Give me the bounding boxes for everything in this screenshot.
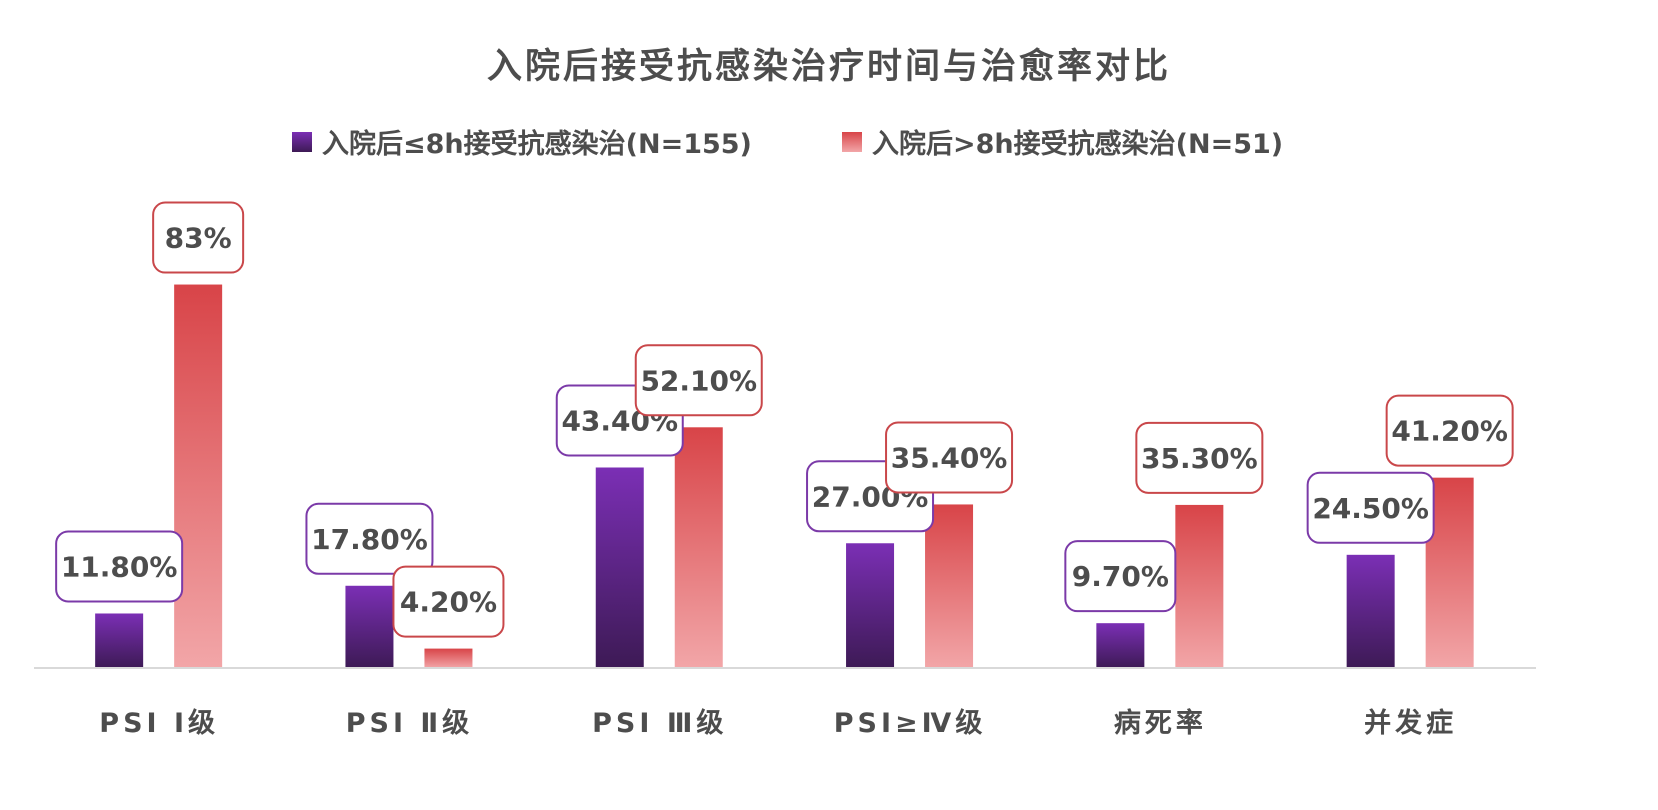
- category-label: 病死率: [1114, 707, 1207, 739]
- data-label-text: 4.20%: [400, 586, 497, 619]
- data-label-series-2: 52.10%: [634, 344, 763, 417]
- data-label-text: 35.40%: [891, 441, 1008, 474]
- data-label-series-1: 24.50%: [1306, 471, 1435, 544]
- data-label-series-1: 17.80%: [305, 502, 434, 575]
- legend-label-series-2: 入院后>8h接受抗感染治(N=51): [872, 129, 1284, 160]
- category-label: PSI Ⅱ级: [346, 707, 473, 739]
- data-label-text: 35.30%: [1141, 442, 1258, 475]
- data-label-box: [1135, 421, 1264, 494]
- data-label-text: 52.10%: [640, 364, 757, 397]
- data-label-text: 17.80%: [311, 523, 428, 556]
- bar-series-1: [95, 613, 144, 668]
- data-label-series-2: 41.20%: [1385, 394, 1514, 467]
- bar-series-1: [846, 543, 895, 668]
- data-label-text: 9.70%: [1072, 560, 1169, 593]
- data-label-box: [55, 530, 184, 603]
- data-label-text: 41.20%: [1391, 415, 1508, 448]
- category-label: PSI Ⅲ级: [592, 707, 727, 739]
- bar-series-1: [345, 585, 394, 668]
- data-label-box: [1385, 394, 1514, 467]
- bar-series-2: [424, 648, 473, 668]
- data-label-box: [1064, 540, 1177, 613]
- data-label-box: [885, 421, 1014, 494]
- category-label: 并发症: [1364, 707, 1457, 739]
- data-label-box: [634, 344, 763, 417]
- bar-series-2: [674, 427, 723, 668]
- data-label-series-2: 83%: [152, 201, 245, 274]
- data-label-series-2: 35.30%: [1135, 421, 1264, 494]
- bar-series-1: [1346, 554, 1395, 668]
- bar-series-2: [925, 504, 974, 668]
- legend-label-series-1: 入院后≤8h接受抗感染治(N=155): [322, 129, 752, 160]
- legend-swatch-series-2: [842, 131, 862, 152]
- bar-series-2: [174, 284, 223, 668]
- data-label-text: 83%: [165, 222, 232, 255]
- legend-item-series-2: 入院后>8h接受抗感染治(N=51): [842, 122, 1283, 161]
- data-label-box: [305, 502, 434, 575]
- data-label-text: 11.80%: [61, 550, 178, 583]
- bar-series-1: [1096, 623, 1145, 668]
- data-label-series-2: 35.40%: [885, 421, 1014, 494]
- data-label-text: 24.50%: [1312, 492, 1429, 525]
- data-label-box: [1306, 471, 1435, 544]
- data-label-series-2: 4.20%: [392, 565, 505, 638]
- legend-swatch-series-1: [292, 131, 312, 152]
- bar-series-2: [1175, 504, 1224, 668]
- category-label: PSI≥Ⅳ级: [834, 707, 987, 739]
- bar-series-1: [595, 467, 644, 668]
- data-label-box: [152, 201, 245, 274]
- data-label-series-1: 9.70%: [1064, 540, 1177, 613]
- legend-item-series-1: 入院后≤8h接受抗感染治(N=155): [292, 122, 752, 161]
- data-label-box: [392, 565, 505, 638]
- legend: 入院后≤8h接受抗感染治(N=155) 入院后>8h接受抗感染治(N=51): [0, 122, 1658, 162]
- category-label: PSI Ⅰ级: [99, 707, 219, 739]
- chart-title: 入院后接受抗感染治疗时间与治愈率对比: [486, 47, 1171, 87]
- data-label-series-1: 11.80%: [55, 530, 184, 603]
